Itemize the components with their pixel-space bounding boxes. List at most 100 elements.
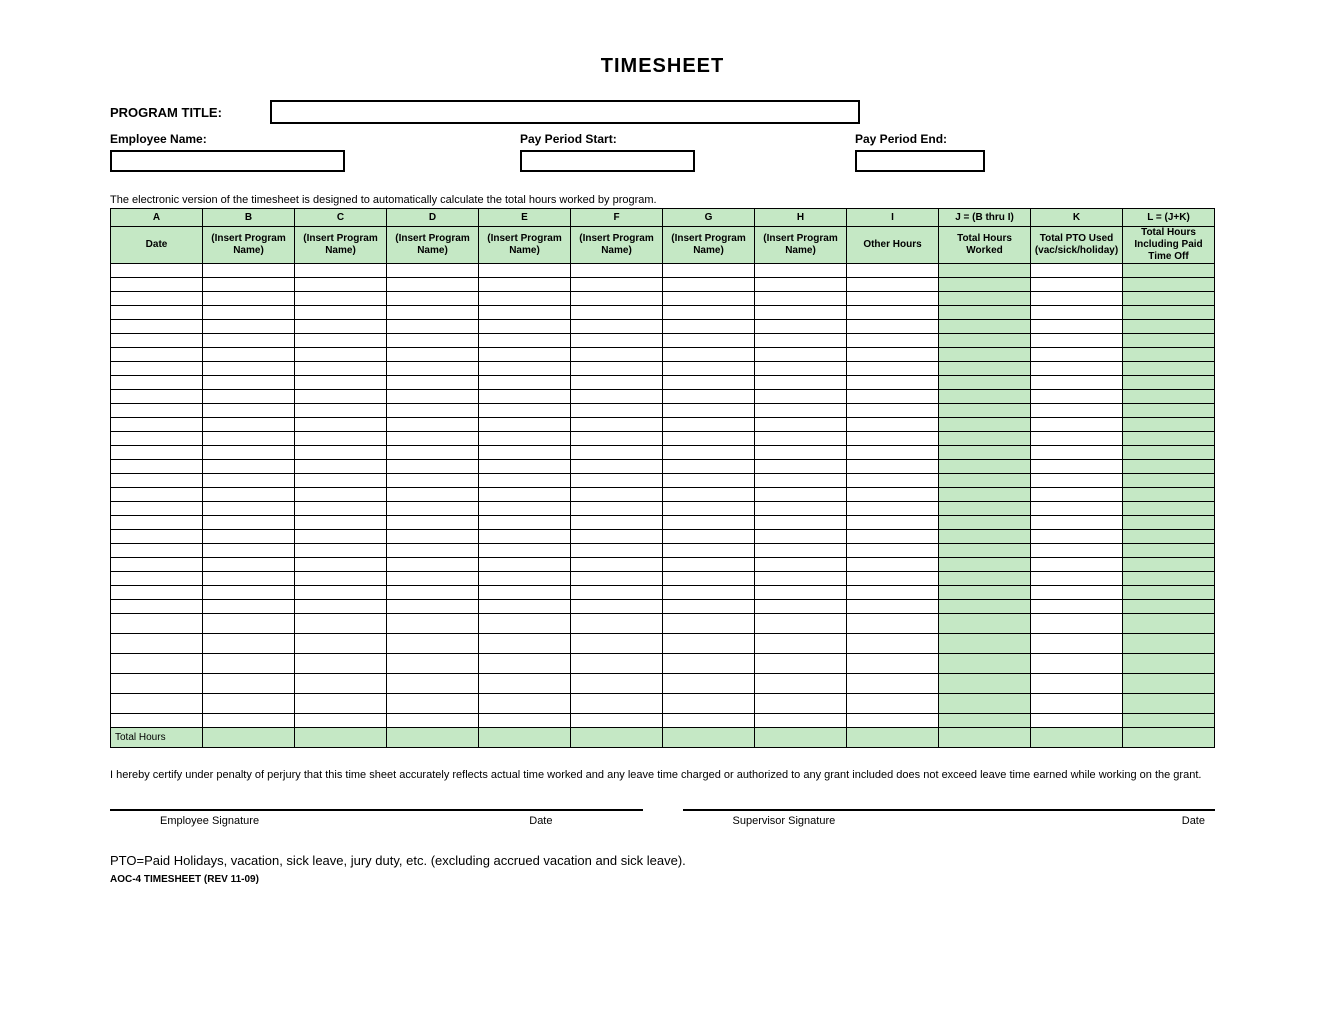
table-cell[interactable] xyxy=(755,334,847,348)
table-cell[interactable] xyxy=(111,334,203,348)
table-cell[interactable] xyxy=(663,474,755,488)
table-cell[interactable] xyxy=(571,432,663,446)
table-cell[interactable] xyxy=(203,674,295,694)
table-cell[interactable] xyxy=(387,488,479,502)
table-cell[interactable] xyxy=(387,334,479,348)
table-cell[interactable] xyxy=(663,634,755,654)
table-cell[interactable] xyxy=(295,432,387,446)
table-cell[interactable] xyxy=(203,572,295,586)
table-cell[interactable] xyxy=(663,488,755,502)
supervisor-signature-line[interactable]: Supervisor Signature Date xyxy=(683,809,1216,827)
table-cell[interactable] xyxy=(571,306,663,320)
table-cell[interactable] xyxy=(295,278,387,292)
table-cell[interactable] xyxy=(571,390,663,404)
table-cell[interactable] xyxy=(111,278,203,292)
table-cell[interactable] xyxy=(387,418,479,432)
table-cell[interactable] xyxy=(939,694,1031,714)
table-cell[interactable] xyxy=(203,474,295,488)
table-cell[interactable] xyxy=(571,376,663,390)
table-cell[interactable] xyxy=(203,634,295,654)
table-cell[interactable] xyxy=(295,446,387,460)
table-cell[interactable] xyxy=(571,654,663,674)
table-cell[interactable] xyxy=(1031,488,1123,502)
table-cell[interactable] xyxy=(203,292,295,306)
table-cell[interactable] xyxy=(479,694,571,714)
table-cell[interactable] xyxy=(571,362,663,376)
table-cell[interactable] xyxy=(479,634,571,654)
table-cell[interactable] xyxy=(1123,306,1215,320)
table-cell[interactable] xyxy=(571,516,663,530)
table-cell[interactable] xyxy=(479,600,571,614)
table-cell[interactable] xyxy=(1123,694,1215,714)
table-cell[interactable] xyxy=(571,292,663,306)
table-cell[interactable] xyxy=(295,474,387,488)
table-cell[interactable] xyxy=(939,390,1031,404)
table-cell[interactable] xyxy=(939,634,1031,654)
table-cell[interactable] xyxy=(1123,600,1215,614)
table-cell[interactable] xyxy=(939,530,1031,544)
table-cell[interactable] xyxy=(755,446,847,460)
table-cell[interactable] xyxy=(1123,634,1215,654)
table-cell[interactable] xyxy=(939,306,1031,320)
table-cell[interactable] xyxy=(479,292,571,306)
table-cell[interactable] xyxy=(1031,586,1123,600)
table-cell[interactable] xyxy=(1031,600,1123,614)
table-cell[interactable] xyxy=(1123,714,1215,728)
table-cell[interactable] xyxy=(1031,572,1123,586)
table-cell[interactable] xyxy=(755,654,847,674)
table-cell[interactable] xyxy=(111,264,203,278)
table-cell[interactable] xyxy=(1031,348,1123,362)
table-cell[interactable] xyxy=(1031,320,1123,334)
table-cell[interactable] xyxy=(111,348,203,362)
table-cell[interactable] xyxy=(847,334,939,348)
table-cell[interactable] xyxy=(847,694,939,714)
table-cell[interactable] xyxy=(387,654,479,674)
table-cell[interactable] xyxy=(203,714,295,728)
table-cell[interactable] xyxy=(1123,432,1215,446)
table-cell[interactable] xyxy=(479,432,571,446)
table-cell[interactable] xyxy=(479,516,571,530)
table-cell[interactable] xyxy=(1123,446,1215,460)
table-cell[interactable] xyxy=(1123,320,1215,334)
table-cell[interactable] xyxy=(847,558,939,572)
table-cell[interactable] xyxy=(571,474,663,488)
table-cell[interactable] xyxy=(203,418,295,432)
table-cell[interactable] xyxy=(571,348,663,362)
table-cell[interactable] xyxy=(571,320,663,334)
table-cell[interactable] xyxy=(571,488,663,502)
table-cell[interactable] xyxy=(571,278,663,292)
table-cell[interactable] xyxy=(111,586,203,600)
table-cell[interactable] xyxy=(111,544,203,558)
table-cell[interactable] xyxy=(479,558,571,572)
table-cell[interactable] xyxy=(939,614,1031,634)
table-cell[interactable] xyxy=(203,334,295,348)
table-cell[interactable] xyxy=(755,502,847,516)
table-cell[interactable] xyxy=(847,634,939,654)
table-cell[interactable] xyxy=(847,544,939,558)
table-cell[interactable] xyxy=(939,572,1031,586)
table-cell[interactable] xyxy=(111,432,203,446)
table-cell[interactable] xyxy=(111,390,203,404)
table-cell[interactable] xyxy=(1123,674,1215,694)
table-cell[interactable] xyxy=(755,292,847,306)
table-cell[interactable] xyxy=(387,502,479,516)
table-cell[interactable] xyxy=(939,376,1031,390)
table-cell[interactable] xyxy=(571,264,663,278)
table-cell[interactable] xyxy=(479,418,571,432)
table-cell[interactable] xyxy=(1123,278,1215,292)
table-cell[interactable] xyxy=(1123,488,1215,502)
table-cell[interactable] xyxy=(1031,278,1123,292)
table-cell[interactable] xyxy=(755,306,847,320)
table-cell[interactable] xyxy=(387,614,479,634)
table-cell[interactable] xyxy=(571,558,663,572)
table-cell[interactable] xyxy=(111,292,203,306)
table-cell[interactable] xyxy=(755,348,847,362)
table-cell[interactable] xyxy=(295,362,387,376)
table-cell[interactable] xyxy=(571,572,663,586)
table-cell[interactable] xyxy=(387,390,479,404)
table-cell[interactable] xyxy=(295,558,387,572)
pay-period-end-input[interactable] xyxy=(855,150,985,172)
table-cell[interactable] xyxy=(479,586,571,600)
table-cell[interactable] xyxy=(479,306,571,320)
table-cell[interactable] xyxy=(111,362,203,376)
